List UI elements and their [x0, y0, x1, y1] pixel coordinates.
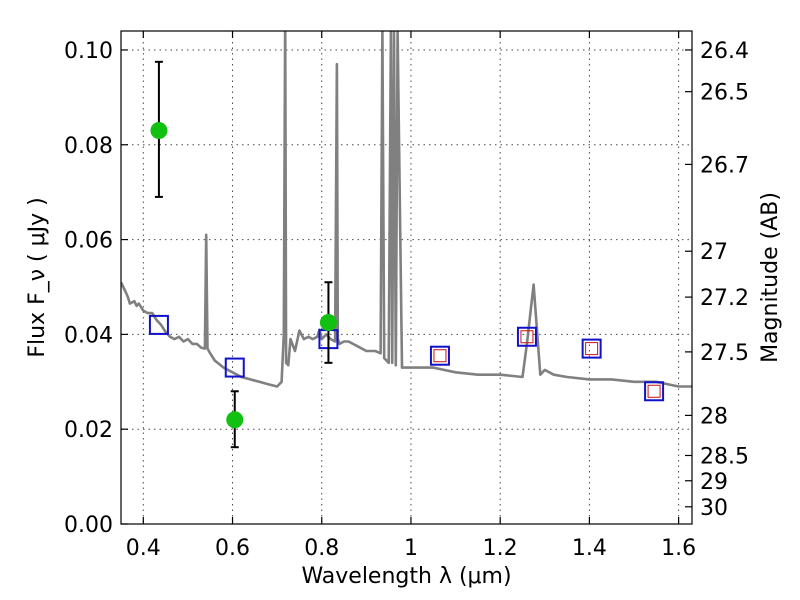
- y2-tick-label: 28: [700, 404, 728, 429]
- plot-frame: [120, 30, 693, 525]
- x-tick-label: 1: [404, 536, 418, 561]
- y2-tick-label: 28.5: [700, 444, 749, 469]
- model-inner-square: [585, 342, 599, 356]
- x-tick-label: 1.6: [661, 536, 696, 561]
- x-tick-label: 0.8: [304, 536, 339, 561]
- model-flux-square: [516, 326, 537, 347]
- observed-flux-point: [150, 122, 168, 140]
- y2-tick-label: 29: [700, 470, 728, 495]
- y-axis-label: Flux F_ν ( μJy ): [25, 197, 50, 357]
- model-flux-square: [224, 357, 245, 378]
- y-tick-label: 0.00: [64, 513, 113, 538]
- y2-tick-label: 27.2: [700, 286, 749, 311]
- y-tick-label: 0.08: [64, 134, 113, 159]
- observed-flux-point: [319, 314, 337, 332]
- y2-tick-label: 26.7: [700, 153, 749, 178]
- x-tick-label: 0.6: [215, 536, 250, 561]
- y-tick-label: 0.02: [64, 418, 113, 443]
- y2-tick-label: 26.5: [700, 81, 749, 106]
- model-inner-square: [433, 349, 447, 363]
- axis-ticks: 0.4 0.6 0.8 1 1.2 1.4 1.6 0.00 0.02 0.04 0.06 0.08 0…: [64, 31, 749, 561]
- sed-model-line: [121, 31, 692, 388]
- y-tick-label: 0.10: [64, 39, 113, 64]
- observed-flux-point: [226, 411, 244, 429]
- y-tick-label: 0.04: [64, 323, 113, 348]
- x-tick-label: 0.4: [126, 536, 161, 561]
- y2-tick-label: 26.4: [700, 39, 749, 64]
- y2-axis-label: Magnitude (AB): [758, 192, 783, 363]
- model-flux-square: [644, 381, 665, 402]
- model-inner-square: [647, 384, 661, 398]
- sed-model-layer: [121, 31, 692, 388]
- model-flux-square: [148, 314, 169, 335]
- model-flux-square: [429, 345, 450, 366]
- y2-tick-label: 27.5: [700, 341, 749, 366]
- x-tick-label: 1.4: [572, 536, 607, 561]
- photometry-layer: [148, 60, 665, 449]
- y2-tick-label: 27: [700, 240, 728, 265]
- y-tick-label: 0.06: [64, 229, 113, 254]
- model-flux-square: [581, 338, 602, 359]
- x-tick-label: 1.2: [483, 536, 518, 561]
- y2-tick-label: 30: [700, 496, 728, 521]
- x-axis-label: Wavelength λ (μm): [301, 564, 511, 589]
- model-inner-square: [520, 330, 534, 344]
